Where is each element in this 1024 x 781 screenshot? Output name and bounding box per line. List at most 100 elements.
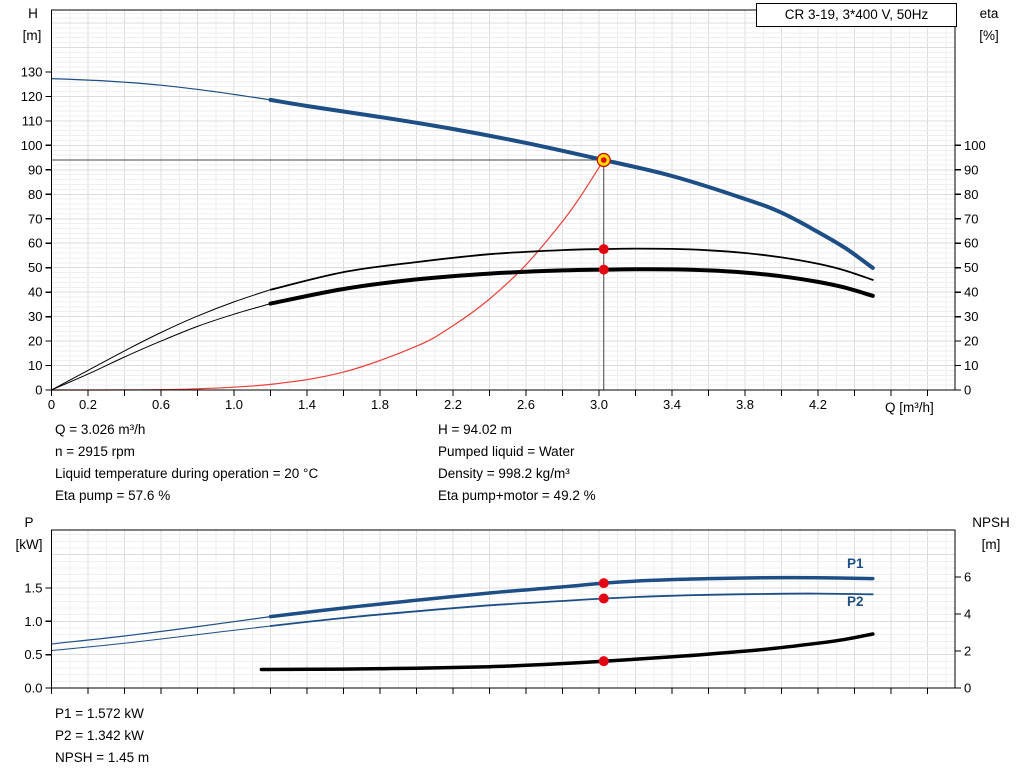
readout-eta-pump: Eta pump = 57.6 % xyxy=(55,488,171,503)
svg-text:70: 70 xyxy=(28,211,42,226)
svg-text:20: 20 xyxy=(28,334,42,349)
grid xyxy=(51,530,955,688)
svg-text:50: 50 xyxy=(28,260,42,275)
npsh-axis-title: NPSH xyxy=(972,515,1010,530)
svg-text:1.0: 1.0 xyxy=(24,614,42,629)
pump-model-box: CR 3-19, 3*400 V, 50Hz xyxy=(756,3,957,27)
eta-pump-curve-extension xyxy=(51,289,271,391)
h-axis-title: H xyxy=(28,6,38,21)
npsh-axis-unit: [m] xyxy=(981,537,1001,552)
power-readouts: P1 = 1.572 kW P2 = 1.342 kW NPSH = 1.45 … xyxy=(55,703,149,769)
svg-text:3.4: 3.4 xyxy=(663,397,681,412)
svg-text:100: 100 xyxy=(964,138,986,153)
npsh-curve xyxy=(259,632,875,672)
p1-curve-label: P1 xyxy=(847,556,864,571)
duty-readouts-right: H = 94.02 m Pumped liquid = Water Densit… xyxy=(438,419,596,507)
axis-ticks-and-labels: 0.0 0.5 1.0 1.5 0 2 4 6 xyxy=(24,570,971,696)
eta-axis-title: eta xyxy=(979,6,999,21)
svg-text:3.8: 3.8 xyxy=(736,397,754,412)
operating-point-dot xyxy=(598,593,609,604)
readout-speed: n = 2915 rpm xyxy=(55,444,135,459)
operating-point-dot xyxy=(598,656,609,667)
readout-npsh: NPSH = 1.45 m xyxy=(55,750,150,765)
svg-text:6: 6 xyxy=(964,570,971,585)
system-curve xyxy=(50,159,605,391)
svg-text:40: 40 xyxy=(28,285,42,300)
svg-text:1.0: 1.0 xyxy=(225,397,243,412)
svg-text:0.2: 0.2 xyxy=(79,397,97,412)
svg-text:1.5: 1.5 xyxy=(24,580,42,595)
svg-text:1.8: 1.8 xyxy=(371,397,389,412)
eta-pump-motor-curve xyxy=(268,267,875,306)
svg-text:0.0: 0.0 xyxy=(24,681,42,696)
svg-text:2.2: 2.2 xyxy=(444,397,462,412)
p1-curve-extension xyxy=(50,616,272,645)
svg-text:60: 60 xyxy=(28,236,42,251)
q-axis-title: Q [m³/h] xyxy=(885,400,934,415)
svg-text:90: 90 xyxy=(28,162,42,177)
p-axis-unit: [kW] xyxy=(15,537,43,552)
p2-curve-extension xyxy=(51,625,271,652)
svg-text:0: 0 xyxy=(35,383,42,398)
svg-text:100: 100 xyxy=(21,138,43,153)
svg-text:30: 30 xyxy=(28,309,42,324)
plot-border xyxy=(51,529,956,689)
operating-point-markers xyxy=(596,152,611,275)
svg-text:10: 10 xyxy=(964,358,978,373)
p2-curve-label: P2 xyxy=(847,594,864,609)
svg-text:90: 90 xyxy=(964,162,978,177)
operating-point-dot xyxy=(598,578,609,589)
svg-text:130: 130 xyxy=(21,64,43,79)
svg-text:0: 0 xyxy=(964,681,971,696)
power-chart: 0.0 0.5 1.0 1.5 0 2 4 6 xyxy=(24,529,971,696)
svg-text:1.4: 1.4 xyxy=(298,397,316,412)
operating-point-dot xyxy=(598,244,609,255)
svg-text:70: 70 xyxy=(964,211,978,226)
readout-q: Q = 3.026 m³/h xyxy=(55,422,146,437)
duty-point-center xyxy=(600,157,607,163)
svg-text:2.6: 2.6 xyxy=(517,397,535,412)
duty-crosshair xyxy=(51,159,605,390)
p2-curve xyxy=(269,592,874,627)
svg-text:40: 40 xyxy=(964,285,978,300)
plot-border xyxy=(51,9,956,391)
svg-text:4.2: 4.2 xyxy=(809,397,827,412)
readout-pumped-liquid: Pumped liquid = Water xyxy=(438,444,575,459)
head-curve xyxy=(268,97,875,270)
svg-text:120: 120 xyxy=(21,89,43,104)
readout-liquid-temp: Liquid temperature during operation = 20… xyxy=(55,466,319,481)
eta-pump-curve xyxy=(269,247,874,291)
readout-eta-pump-motor: Eta pump+motor = 49.2 % xyxy=(438,488,596,503)
svg-text:20: 20 xyxy=(964,334,978,349)
axis-ticks-and-labels: 0 10 20 30 40 50 60 70 80 90 100 110 120 130 0 10 20 30 40… xyxy=(21,64,986,412)
duty-readouts-left: Q = 3.026 m³/h n = 2915 rpm Liquid tempe… xyxy=(55,419,318,507)
svg-text:2: 2 xyxy=(964,644,971,659)
p1-curve xyxy=(268,575,875,619)
svg-text:50: 50 xyxy=(964,260,978,275)
p-axis-title: P xyxy=(24,515,34,530)
readout-p2: P2 = 1.342 kW xyxy=(55,728,144,743)
svg-text:0.5: 0.5 xyxy=(24,647,42,662)
operating-point-dot xyxy=(598,264,609,275)
svg-text:0: 0 xyxy=(964,383,971,398)
readout-density: Density = 998.2 kg/m³ xyxy=(438,466,570,481)
svg-text:80: 80 xyxy=(964,187,978,202)
svg-text:3.0: 3.0 xyxy=(590,397,608,412)
readout-p1: P1 = 1.572 kW xyxy=(55,706,144,721)
svg-text:110: 110 xyxy=(22,113,43,128)
eta-axis-unit: [%] xyxy=(979,28,999,43)
svg-text:30: 30 xyxy=(964,309,978,324)
svg-text:4: 4 xyxy=(964,607,971,622)
svg-text:80: 80 xyxy=(28,187,42,202)
h-axis-unit: [m] xyxy=(22,28,42,43)
grid xyxy=(51,10,955,390)
svg-text:10: 10 xyxy=(28,358,42,373)
eta-pump-motor-curve-extension xyxy=(51,303,271,391)
head-curve-extension xyxy=(50,78,272,101)
readout-head: H = 94.02 m xyxy=(438,422,512,437)
svg-text:0: 0 xyxy=(48,397,55,412)
svg-text:0.6: 0.6 xyxy=(152,397,170,412)
operating-point-markers xyxy=(598,578,609,667)
